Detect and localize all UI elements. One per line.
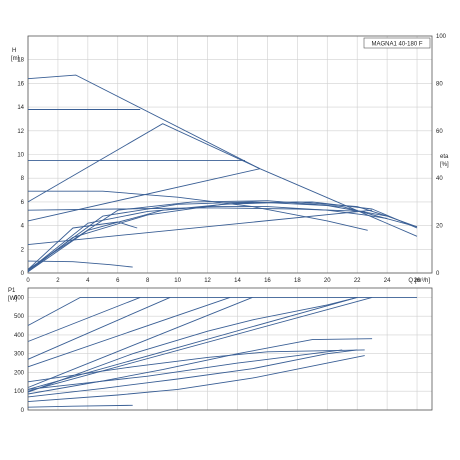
- head-curve: [27, 201, 418, 273]
- power-curve: [27, 349, 358, 398]
- y2-tick-label: 100: [436, 34, 447, 40]
- head-curve: [27, 123, 261, 203]
- power-curve: [27, 349, 343, 390]
- y-tick-label: 200: [14, 370, 25, 376]
- chart-title: MAGNA1 40-180 F: [371, 42, 422, 48]
- head-curve: [27, 74, 418, 237]
- power-curve: [27, 296, 373, 392]
- power-curve: [27, 404, 133, 408]
- power-curve: [27, 296, 358, 390]
- y-tick-label: 500: [14, 314, 25, 320]
- head-curve: [27, 201, 388, 273]
- x-tick-label: 12: [204, 278, 211, 284]
- head-curve: [27, 200, 418, 270]
- y2-tick-label: 20: [436, 224, 443, 230]
- y2-tick-label: 80: [436, 81, 443, 87]
- x-axis-label: Q [m³/h]: [408, 278, 430, 284]
- power-axis-unit: [W]: [8, 296, 17, 302]
- x-tick-label: 14: [234, 278, 241, 284]
- y-tick-label: 14: [17, 105, 24, 111]
- x-tick-label: 22: [354, 278, 361, 284]
- power-curve: [27, 296, 358, 393]
- head-curve: [27, 206, 388, 271]
- title-box: [363, 37, 431, 49]
- y-tick-label: 300: [14, 352, 25, 358]
- y2-tick-label: 60: [436, 129, 443, 135]
- power-curve: [27, 296, 171, 360]
- y-tick-label: 18: [17, 58, 24, 64]
- y-tick-label: 600: [14, 295, 25, 301]
- x-tick-label: 26: [414, 278, 421, 284]
- x-tick-label: 10: [174, 278, 181, 284]
- x-tick-label: 2: [56, 278, 60, 284]
- power-plot-frame: [27, 287, 433, 411]
- power-curve: [27, 296, 141, 342]
- x-tick-label: 24: [384, 278, 391, 284]
- y2-tick-label: 40: [436, 176, 443, 182]
- power-curve: [27, 296, 231, 368]
- x-tick-label: 20: [324, 278, 331, 284]
- y-tick-label: 10: [17, 153, 24, 159]
- x-tick-label: 6: [116, 278, 120, 284]
- y-tick-label: 400: [14, 333, 25, 339]
- power-axis-label: P1: [8, 288, 16, 294]
- power-curve: [27, 296, 417, 326]
- y-axis-unit: [m]: [11, 56, 20, 62]
- power-curve: [27, 296, 253, 388]
- y2-axis-label: eta: [440, 154, 449, 160]
- y-tick-label: 12: [17, 129, 24, 135]
- x-tick-label: 8: [146, 278, 150, 284]
- head-chart-panel: 0 2 4 6 8 10 12 14 16 18 20 22 24 2602468101214161802…: [11, 34, 449, 284]
- y2-axis-unit: [%]: [440, 162, 449, 168]
- y-tick-label: 8: [21, 176, 25, 182]
- x-tick-label: 4: [86, 278, 90, 284]
- x-tick-label: 0: [26, 278, 30, 284]
- head-curve: [27, 168, 260, 222]
- y-tick-label: 100: [14, 389, 25, 395]
- y-tick-label: 0: [21, 271, 25, 277]
- head-curve: [28, 190, 368, 231]
- y-tick-label: 16: [17, 81, 24, 87]
- head-plot-frame: [27, 35, 433, 274]
- y-tick-label: 4: [21, 224, 25, 230]
- head-curve: [27, 260, 133, 268]
- head-curve: [27, 209, 373, 246]
- power-curve: [27, 338, 373, 395]
- head-curve: [27, 201, 418, 271]
- power-curve: [27, 349, 365, 383]
- y2-tick-label: 0: [436, 271, 440, 277]
- y-tick-label: 2: [21, 247, 25, 253]
- y-tick-label: 0: [21, 408, 25, 414]
- y-tick-label: 6: [21, 200, 25, 206]
- x-tick-label: 18: [294, 278, 301, 284]
- x-tick-label: 16: [264, 278, 271, 284]
- y-axis-label: H: [12, 48, 16, 54]
- power-curve: [27, 355, 365, 403]
